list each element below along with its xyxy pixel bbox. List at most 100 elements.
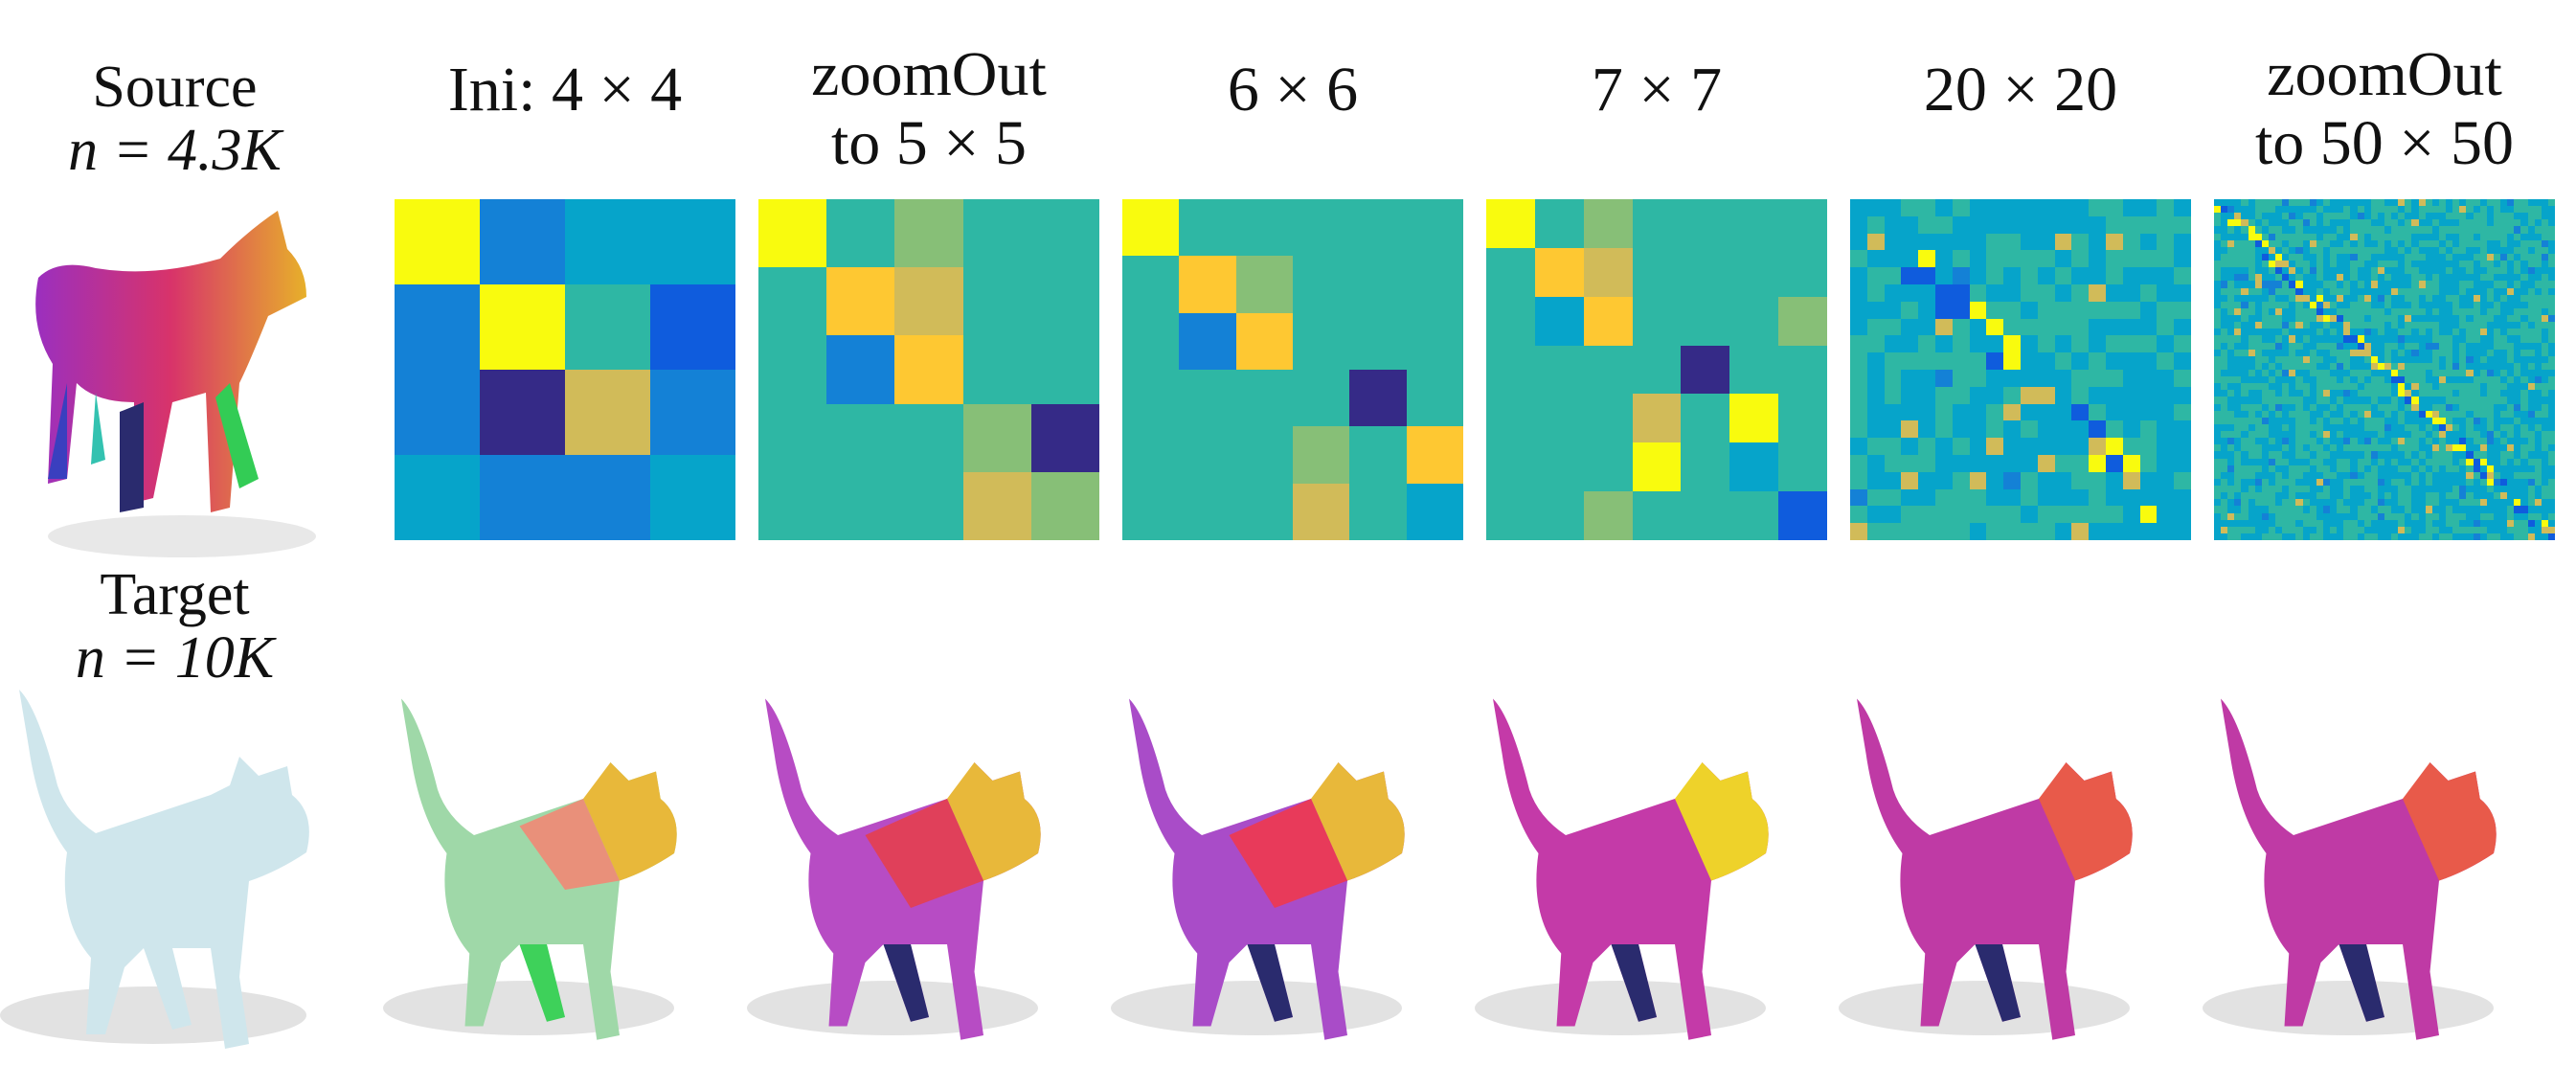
matrix-cell (2452, 226, 2460, 234)
matrix-cell (2486, 478, 2494, 487)
matrix-cell (2363, 267, 2371, 275)
matrix-cell (2268, 253, 2276, 261)
matrix-cell (2309, 383, 2316, 391)
matrix-cell (2514, 526, 2521, 533)
matrix-cell (2275, 281, 2283, 288)
matrix-cell (2289, 294, 2296, 302)
matrix-cell (2438, 471, 2447, 479)
matrix-cell (2500, 199, 2508, 207)
matrix-cell (2289, 355, 2296, 363)
matrix-cell (2473, 369, 2480, 377)
matrix-cell (2534, 533, 2542, 540)
matrix-cell (1866, 369, 1885, 387)
matrix-cell (2221, 403, 2228, 411)
matrix-cell (2398, 335, 2406, 343)
matrix-cell (2452, 526, 2460, 533)
matrix-cell (2330, 383, 2338, 391)
matrix-cell (1030, 335, 1099, 404)
matrix-cell (2431, 438, 2439, 445)
matrix-cell (2370, 199, 2378, 207)
matrix-cell (2241, 397, 2248, 404)
matrix-cell (2405, 390, 2412, 397)
matrix-cell (2105, 488, 2123, 507)
matrix-cell (2500, 519, 2508, 527)
matrix-cell (2037, 233, 2055, 251)
matrix-cell (2221, 533, 2228, 540)
matrix-cell (2527, 390, 2535, 397)
matrix-cell (2343, 199, 2351, 207)
matrix-cell (2514, 512, 2521, 520)
matrix-cell (2398, 226, 2406, 234)
matrix-cell (2268, 431, 2276, 439)
matrix-cell (2343, 342, 2351, 350)
matrix-cell (2350, 458, 2358, 465)
matrix-cell (1122, 369, 1180, 427)
matrix-cell (1901, 283, 1919, 302)
matrix-cell (2398, 206, 2406, 214)
matrix-cell (2418, 478, 2426, 487)
matrix-cell (2527, 322, 2535, 329)
matrix-cell (2295, 307, 2303, 316)
matrix-cell (2289, 444, 2296, 452)
matrix-cell (2227, 471, 2235, 479)
matrix-cell (2431, 410, 2439, 418)
matrix-cell (2398, 390, 2406, 397)
matrix-cell (2003, 352, 2021, 370)
matrix-cell (2234, 431, 2242, 439)
matrix-cell (2268, 261, 2276, 268)
matrix-cell (2547, 431, 2555, 439)
matrix-cell (2398, 213, 2406, 220)
matrix-cell (2295, 281, 2303, 288)
matrix-cell (1934, 506, 1953, 524)
matrix-cell (2003, 488, 2021, 507)
matrix-cell (2214, 349, 2222, 356)
matrix-cell (2330, 342, 2338, 350)
matrix-cell (2330, 233, 2338, 240)
matrix-cell (1969, 523, 1987, 540)
matrix-cell (1952, 267, 1970, 284)
matrix-cell (2493, 512, 2501, 520)
matrix-cell (2398, 423, 2406, 432)
matrix-cell (2493, 342, 2501, 350)
matrix-cell (2337, 349, 2344, 356)
matrix-cell (2174, 420, 2191, 439)
matrix-cell (2384, 403, 2392, 411)
matrix-cell (2500, 533, 2508, 540)
matrix-cell (2486, 199, 2494, 207)
matrix-cell (2268, 458, 2276, 465)
matrix-cell (2221, 355, 2228, 363)
matrix-cell (2289, 261, 2296, 268)
matrix-cell (2493, 444, 2501, 452)
matrix-cell (2520, 383, 2528, 391)
matrix-cell (2261, 423, 2269, 432)
matrix-cell (2425, 281, 2432, 288)
matrix-cell (2316, 349, 2323, 356)
matrix-cell (2275, 307, 2283, 316)
matrix-cell (2337, 253, 2344, 261)
matrix-cell (2514, 315, 2521, 323)
matrix-cell (2268, 239, 2276, 247)
matrix-cell (2547, 239, 2555, 247)
matrix-cell (1866, 454, 1885, 472)
matrix-cell (2322, 451, 2331, 459)
matrix-cell (1934, 233, 1953, 251)
matrix-cell (2309, 519, 2316, 527)
matrix-cell (2214, 390, 2222, 397)
matrix-cell (2431, 403, 2439, 411)
matrix-cell (2254, 219, 2262, 227)
matrix-cell (2425, 499, 2432, 507)
matrix-cell (2547, 465, 2555, 472)
matrix-cell (758, 267, 827, 336)
matrix-cell (2459, 315, 2467, 323)
matrix-cell (2493, 233, 2501, 240)
matrix-cell (2221, 342, 2228, 350)
matrix-cell (2446, 322, 2453, 329)
matrix-cell (2302, 355, 2310, 363)
matrix-cell (2275, 239, 2283, 247)
matrix-cell (1934, 454, 1953, 472)
matrix-cell (2157, 301, 2175, 319)
matrix-cell (2527, 465, 2535, 472)
matrix-cell (2363, 410, 2371, 418)
matrix-cell (2227, 478, 2235, 487)
matrix-cell (2322, 410, 2331, 418)
